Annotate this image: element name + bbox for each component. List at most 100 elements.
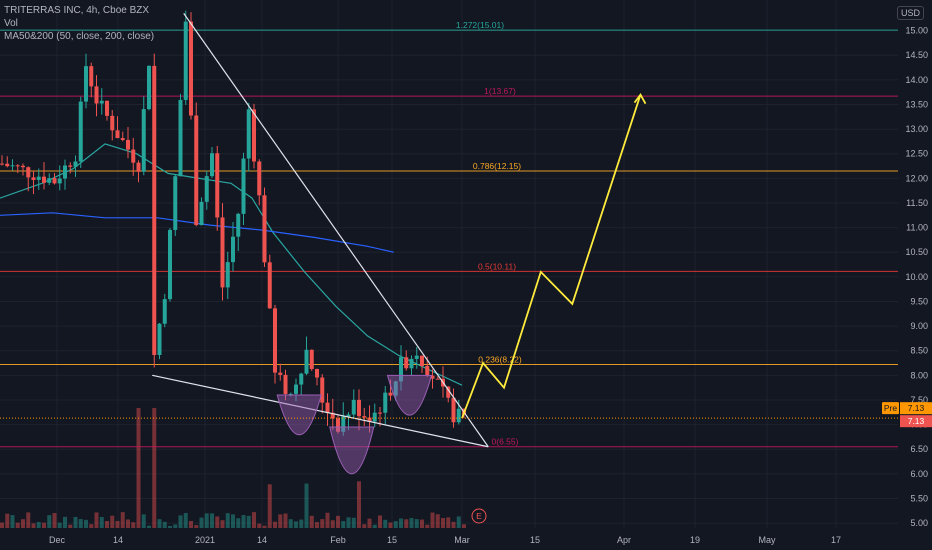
candle-body [262,195,267,263]
volume-bar [393,521,398,528]
volume-bar [252,512,256,528]
time-tick-label: 15 [387,535,397,545]
currency-label[interactable]: USD [896,6,924,20]
symbol-title[interactable]: TRITERRAS INC, 4h, Cboe BZX [4,5,150,16]
volume-bar [351,517,356,528]
time-tick-label: 14 [257,535,267,545]
candle-body [357,399,361,417]
volume-bar [294,521,298,528]
volume-bar [420,519,424,528]
volume-bar [231,514,235,528]
candle-body [451,397,456,423]
price-axis[interactable]: 5.005.506.006.507.007.508.008.509.009.50… [905,26,928,528]
volume-bar [446,517,451,528]
candle-body [126,139,130,150]
price-tick-label: 8.50 [910,346,928,356]
upper-resistance-trendline [183,13,489,448]
candle-body [31,177,36,180]
candle-body [36,176,41,180]
candle-body [136,162,141,172]
candle-body [393,381,398,396]
volume-bar [462,524,466,528]
volume-bar [178,515,183,528]
volume-bar [299,519,304,528]
volume-bar [110,515,115,528]
candle-body [252,109,256,162]
volume-bar [15,522,20,528]
time-tick-label: Apr [617,535,631,545]
volume-bar [404,519,409,528]
volume-bar [168,525,172,528]
price-tick-label: 7.50 [910,395,928,405]
earnings-marker-label: E [476,511,482,521]
candle-body [225,262,230,288]
price-tick-label: 6.50 [910,444,928,454]
volume-bar [341,521,346,528]
volume-indicator-label[interactable]: Vol [4,18,18,29]
volume-bar [189,520,193,528]
candle-body [346,414,351,417]
candle-body [383,392,388,413]
moving-averages [0,143,463,386]
volume-bar [26,512,31,528]
volume-bar [105,520,109,528]
price-tick-label: 10.50 [905,247,928,257]
candle-body [168,229,172,300]
volume-bar [441,518,445,528]
candle-body [231,236,235,263]
price-tick-label: 8.00 [910,370,928,380]
pre-badge-label: Pre [884,403,898,413]
volume-bar [199,517,204,528]
volume-bar [325,512,330,528]
time-tick-label: Dec [49,535,66,545]
candle-body [194,115,199,226]
fib-level-label: 0.236(8.22) [478,355,522,365]
volume-bar [220,520,225,528]
candle-body [68,165,73,167]
price-tick-label: 12.00 [905,173,928,183]
volume-bar [414,519,419,528]
candle-body [294,384,298,394]
volume-bars [0,408,466,528]
candle-body [267,262,272,309]
candle-body [435,378,440,380]
volume-bar [367,518,372,528]
candle-body [414,355,419,359]
volume-bar [136,408,141,528]
volume-bar [362,524,367,528]
candle-body [409,358,414,369]
candle-body [141,109,146,172]
volume-bar [399,518,403,528]
volume-bar [99,517,104,528]
candle-body [236,213,241,237]
candle-body [178,99,183,177]
time-tick-label: 19 [690,535,700,545]
candle-body [325,402,330,413]
price-tick-label: 13.00 [905,124,928,134]
candle-body [456,408,461,423]
ma-indicator-label[interactable]: MA50&200 (50, close, 200, close) [4,31,155,42]
volume-bar [288,519,293,528]
volume-bar [68,524,73,528]
fib-level-label: 0(6.55) [492,437,519,447]
volume-bar [5,513,10,528]
volume-bar [283,513,288,528]
volume-bar [31,523,36,528]
volume-bar [241,515,246,528]
candle-body [257,161,262,196]
candle-body [378,412,382,414]
candle-body [147,65,151,110]
candle-body [420,355,424,366]
candle-body [246,109,251,159]
time-axis[interactable]: Dec 14 2021 14 Feb 15 Mar 15 Apr 19 May 17 [49,535,841,545]
volume-bar [10,515,15,528]
volume-bar [330,520,335,528]
candle-body [399,357,403,382]
price-tick-label: 13.50 [905,99,928,109]
time-tick-label: 2021 [195,535,215,545]
volume-bar [372,524,377,528]
volume-bar [357,481,361,528]
volume-bar [141,514,146,528]
volume-bar [262,525,267,528]
